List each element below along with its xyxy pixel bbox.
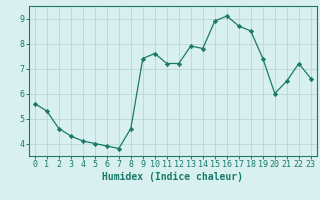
X-axis label: Humidex (Indice chaleur): Humidex (Indice chaleur) bbox=[102, 172, 243, 182]
